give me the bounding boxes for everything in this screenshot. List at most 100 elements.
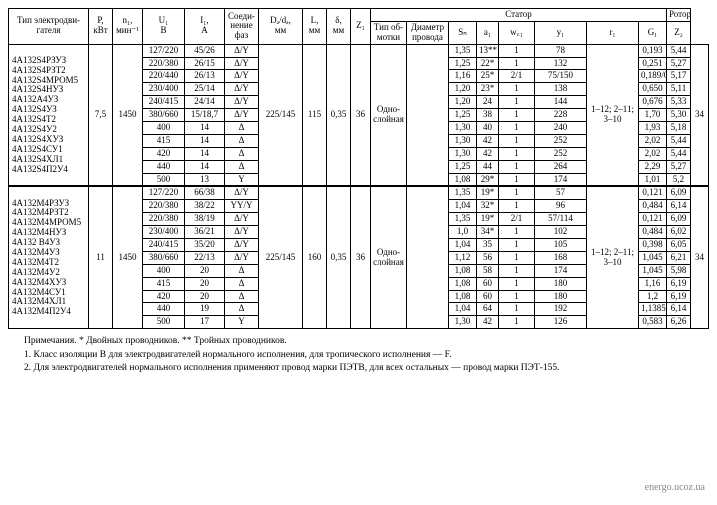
cell-conn: Δ xyxy=(225,303,259,316)
cell-conn: Y xyxy=(225,316,259,329)
cell-wc: 252 xyxy=(535,134,587,147)
cell-g1: 5,33 xyxy=(667,96,691,109)
cell-g1: 5,18 xyxy=(667,122,691,135)
cell-sn: 1,20 xyxy=(449,83,477,96)
cell-a1: 64 xyxy=(477,303,499,316)
cell-u: 415 xyxy=(143,277,185,290)
cell-n: 1450 xyxy=(113,44,143,186)
cell-conn: Δ xyxy=(225,134,259,147)
cell-g1: 6,14 xyxy=(667,303,691,316)
cell-u: 220/380 xyxy=(143,200,185,213)
cell-a1: 56 xyxy=(477,251,499,264)
cell-wc: 180 xyxy=(535,277,587,290)
cell-i: 38/22 xyxy=(185,200,225,213)
cell-sn: 1,08 xyxy=(449,173,477,186)
cell-u: 220/380 xyxy=(143,213,185,226)
cell-i: 14 xyxy=(185,122,225,135)
cell-sn: 1,30 xyxy=(449,316,477,329)
cell-w: 2/1 xyxy=(499,213,535,226)
cell-delta: 0,35 xyxy=(327,44,351,186)
cell-u: 400 xyxy=(143,264,185,277)
cell-u: 230/400 xyxy=(143,226,185,239)
cell-w: 1 xyxy=(499,316,535,329)
cell-w: 1 xyxy=(499,134,535,147)
cell-sn: 1,08 xyxy=(449,290,477,303)
h-n: n₁,мин⁻¹ xyxy=(113,9,143,45)
cell-g1: 5,44 xyxy=(667,147,691,160)
cell-u: 380/660 xyxy=(143,109,185,122)
cell-w: 1 xyxy=(499,277,535,290)
cell-n: 1450 xyxy=(113,186,143,328)
cell-z1: 36 xyxy=(351,44,371,186)
cell-sn: 1,04 xyxy=(449,303,477,316)
cell-i: 17 xyxy=(185,316,225,329)
cell-i: 20 xyxy=(185,264,225,277)
table-header: Тип электродви-гателя P,кВт n₁,мин⁻¹ U₁В… xyxy=(9,9,709,45)
cell-conn: Δ/Y xyxy=(225,70,259,83)
cell-delta: 0,35 xyxy=(327,186,351,328)
cell-conn: YY/Y xyxy=(225,200,259,213)
cell-diam xyxy=(407,44,449,186)
h-dd: Dₐ/dₐ,мм xyxy=(259,9,303,45)
cell-sn: 1,08 xyxy=(449,264,477,277)
cell-a1: 58 xyxy=(477,264,499,277)
cell-wc: 57 xyxy=(535,186,587,199)
cell-w: 1 xyxy=(499,147,535,160)
cell-sn: 1,35 xyxy=(449,213,477,226)
cell-i: 26/15 xyxy=(185,57,225,70)
cell-r1: 1,2 xyxy=(639,290,667,303)
cell-g1: 5,11 xyxy=(667,83,691,96)
cell-r1: 0,121 xyxy=(639,186,667,199)
cell-a1: 42 xyxy=(477,316,499,329)
cell-sn: 1,30 xyxy=(449,134,477,147)
cell-w: 1 xyxy=(499,186,535,199)
motor-table: Тип электродви-гателя P,кВт n₁,мин⁻¹ U₁В… xyxy=(8,8,709,329)
h-wc1: w꜀₁ xyxy=(499,21,535,44)
cell-u: 380/660 xyxy=(143,251,185,264)
cell-w: 1 xyxy=(499,83,535,96)
cell-wc: 174 xyxy=(535,173,587,186)
cell-w: 1 xyxy=(499,226,535,239)
table-body: 4А132S4РЗУЗ4А132S4РЗТ24А132S4МРОМ54А132S… xyxy=(9,44,709,329)
cell-a1: 42 xyxy=(477,134,499,147)
cell-a1: 38 xyxy=(477,109,499,122)
cell-u: 230/400 xyxy=(143,83,185,96)
cell-wc: 102 xyxy=(535,226,587,239)
cell-a1: 44 xyxy=(477,160,499,173)
cell-i: 20 xyxy=(185,277,225,290)
cell-wc: 174 xyxy=(535,264,587,277)
cell-wc: 252 xyxy=(535,147,587,160)
cell-u: 500 xyxy=(143,173,185,186)
cell-conn: Δ/Y xyxy=(225,96,259,109)
cell-sn: 1,30 xyxy=(449,122,477,135)
cell-u: 500 xyxy=(143,316,185,329)
cell-u: 420 xyxy=(143,290,185,303)
cell-sn: 1,25 xyxy=(449,57,477,70)
cell-a1: 13** xyxy=(477,44,499,57)
cell-p: 7,5 xyxy=(89,44,113,186)
cell-r1: 0,398 xyxy=(639,239,667,252)
cell-i: 14 xyxy=(185,160,225,173)
cell-wc: 75/150 xyxy=(535,70,587,83)
cell-conn: Δ/Y xyxy=(225,186,259,199)
cell-g1: 5,44 xyxy=(667,44,691,57)
h-conn: Соеди-нениефаз xyxy=(225,9,259,45)
table-row: 4А132S4РЗУЗ4А132S4РЗТ24А132S4МРОМ54А132S… xyxy=(9,44,709,57)
cell-a1: 42 xyxy=(477,147,499,160)
cell-conn: Δ xyxy=(225,264,259,277)
cell-r1: 1,01 xyxy=(639,173,667,186)
cell-g1: 6,26 xyxy=(667,316,691,329)
cell-i: 14 xyxy=(185,147,225,160)
cell-conn: Δ/Y xyxy=(225,239,259,252)
cell-a1: 19* xyxy=(477,186,499,199)
cell-g1: 6,09 xyxy=(667,213,691,226)
note-1: 1. Класс изоляции В для электродвигателе… xyxy=(24,349,709,362)
cell-sn: 1,04 xyxy=(449,239,477,252)
cell-w: 1 xyxy=(499,122,535,135)
cell-types: 4А132М4РЗУЗ4А132М4РЗТ24А132М4МРОМ54А132М… xyxy=(9,186,89,328)
watermark: energo.ucoz.ua xyxy=(645,482,705,493)
cell-sn: 1,25 xyxy=(449,109,477,122)
cell-sn: 1,35 xyxy=(449,186,477,199)
cell-i: 19 xyxy=(185,303,225,316)
cell-wc: 144 xyxy=(535,96,587,109)
